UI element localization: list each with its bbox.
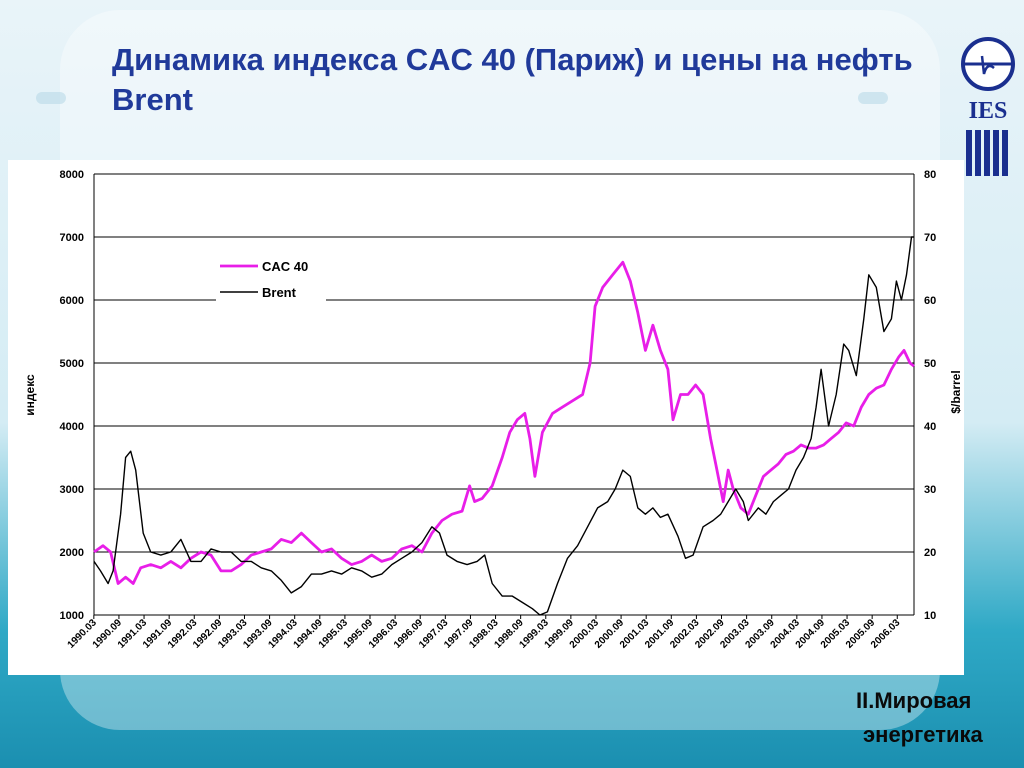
left-axis-ticks: 1000 2000 3000 4000 5000 6000 7000 8000 bbox=[60, 169, 84, 622]
y-tick-label: 5000 bbox=[60, 358, 84, 370]
y2-tick-label: 60 bbox=[924, 295, 936, 307]
y2-tick-label: 10 bbox=[924, 610, 936, 622]
series-line-cac-40 bbox=[93, 260, 915, 585]
y-tick-label: 1000 bbox=[60, 610, 84, 622]
series-lines bbox=[93, 236, 915, 616]
y2-tick-label: 70 bbox=[924, 232, 936, 244]
y2-tick-label: 80 bbox=[924, 169, 936, 181]
y-tick-label: 7000 bbox=[60, 232, 84, 244]
y2-tick-label: 50 bbox=[924, 358, 936, 370]
x-axis-ticks: 1990.031990.091991.031991.091992.031992.… bbox=[66, 615, 903, 651]
y2-tick-label: 20 bbox=[924, 547, 936, 559]
slide-title: Динамика индекса CAC 40 (Париж) и цены н… bbox=[112, 42, 913, 117]
series-line-brent bbox=[93, 236, 914, 616]
ies-logo: IES bbox=[961, 37, 1015, 176]
y-tick-label: 8000 bbox=[60, 169, 84, 181]
section-line-1: II.Мировая bbox=[856, 688, 972, 713]
background-decoration bbox=[36, 92, 66, 104]
y2-axis-label: $/barrel bbox=[949, 370, 963, 413]
background-decoration bbox=[858, 92, 888, 104]
line-chart: 1000 2000 3000 4000 5000 6000 7000 8000 10 20 30 4… bbox=[23, 169, 963, 651]
y-tick-label: 4000 bbox=[60, 421, 84, 433]
logo-text: IES bbox=[969, 98, 1008, 124]
y-tick-label: 3000 bbox=[60, 484, 84, 496]
legend-label: Brent bbox=[262, 285, 297, 300]
right-axis-ticks: 10 20 30 40 50 60 70 80 bbox=[924, 169, 936, 622]
grid-lines bbox=[93, 173, 915, 616]
section-line-2: энергетика bbox=[863, 722, 983, 747]
y2-tick-label: 30 bbox=[924, 484, 936, 496]
section-label: II.Мировая энергетика bbox=[848, 684, 1018, 752]
legend-label: CAC 40 bbox=[262, 259, 308, 274]
y-tick-label: 6000 bbox=[60, 295, 84, 307]
legend-box bbox=[216, 254, 326, 304]
chart-container: 1000 2000 3000 4000 5000 6000 7000 8000 10 20 30 4… bbox=[8, 160, 964, 675]
y2-tick-label: 40 bbox=[924, 421, 936, 433]
y-axis-label: индекс bbox=[23, 374, 37, 416]
chart-legend: CAC 40 Brent bbox=[216, 254, 326, 304]
y-tick-label: 2000 bbox=[60, 547, 84, 559]
